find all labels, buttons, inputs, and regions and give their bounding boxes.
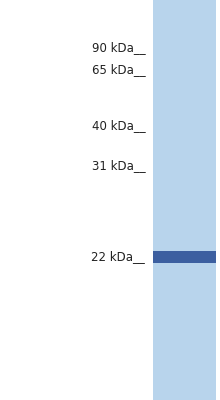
Text: 65 kDa__: 65 kDa__ (92, 64, 145, 76)
Text: 90 kDa__: 90 kDa__ (92, 41, 145, 54)
Text: 31 kDa__: 31 kDa__ (92, 160, 145, 172)
Text: 22 kDa__: 22 kDa__ (92, 250, 145, 263)
Bar (153, 0, 216, 400)
Bar (153, 251, 216, 263)
Text: 40 kDa__: 40 kDa__ (92, 120, 145, 132)
